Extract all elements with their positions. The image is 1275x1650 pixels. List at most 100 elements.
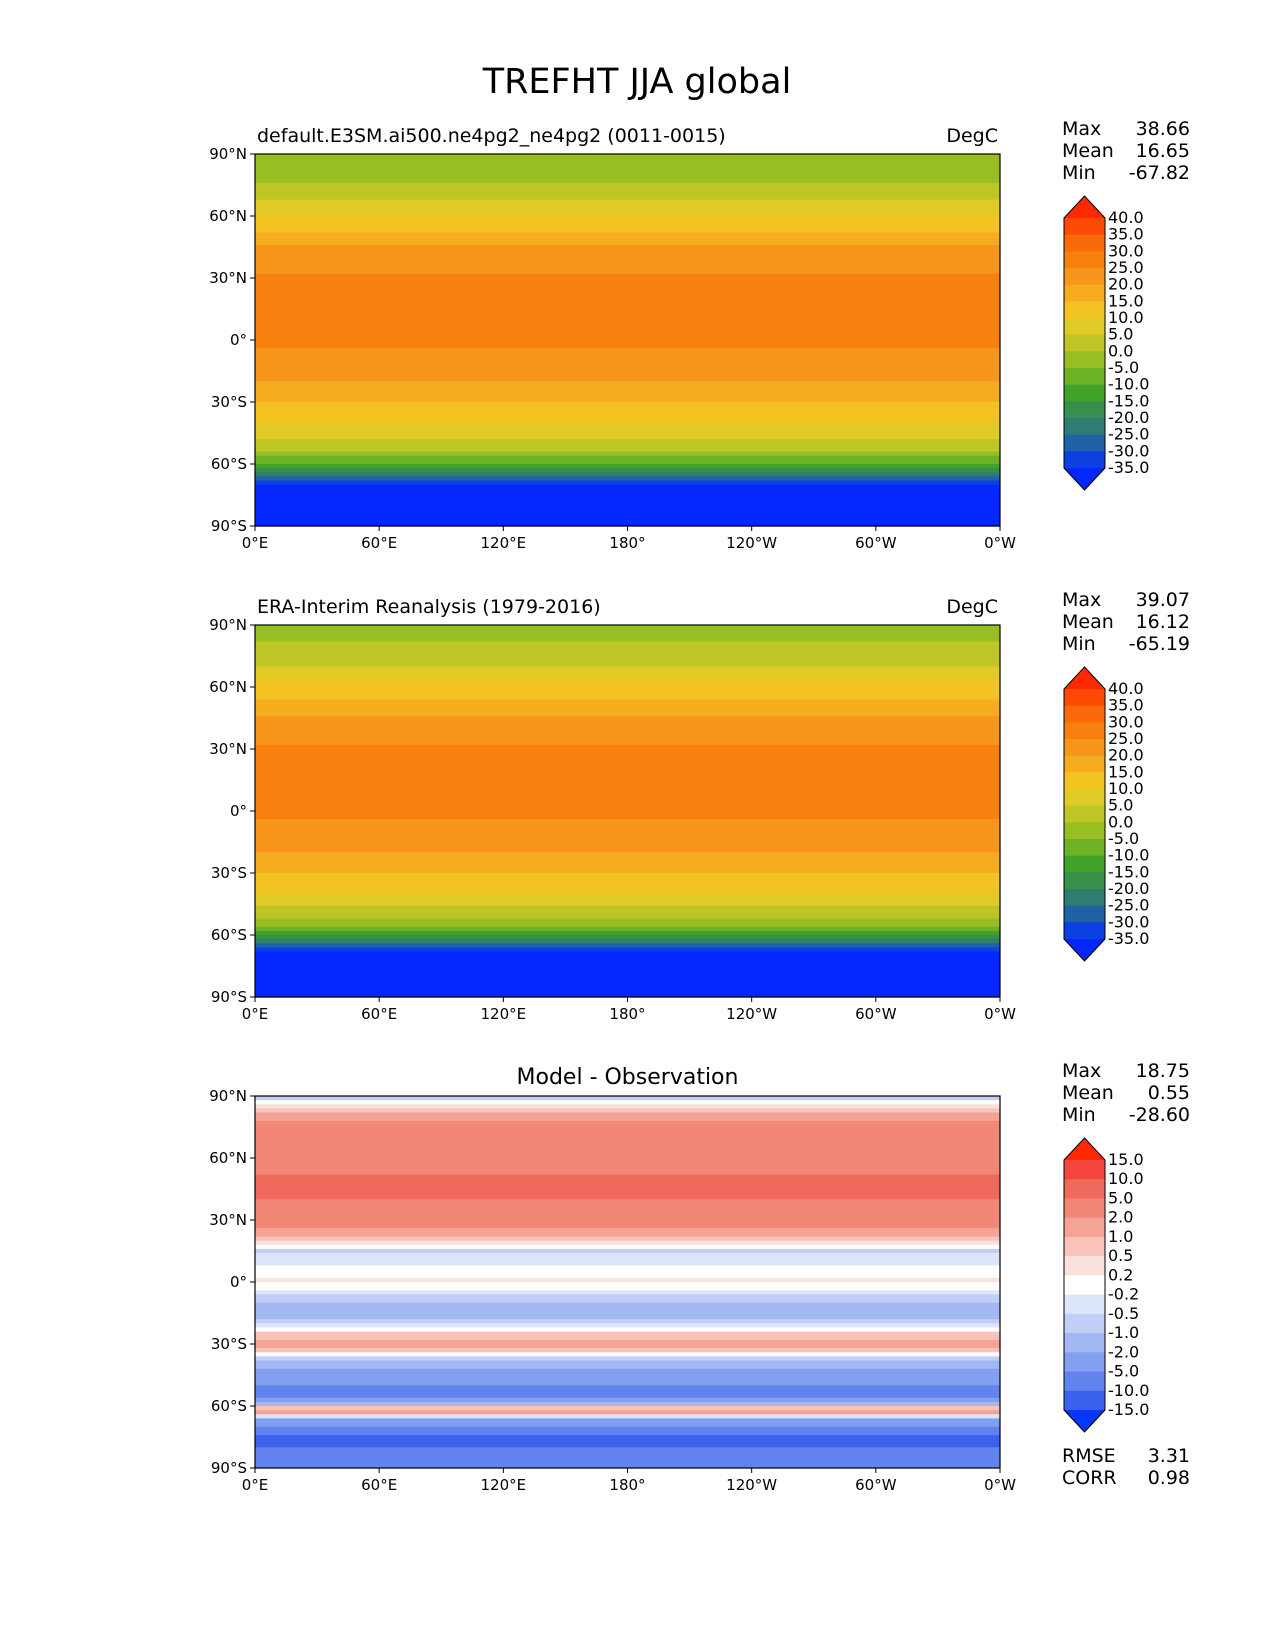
colorbar-segment bbox=[1064, 772, 1105, 790]
colorbar-tick-label: -35.0 bbox=[1108, 929, 1149, 948]
contour-band bbox=[255, 674, 1000, 680]
contour-band bbox=[255, 811, 1000, 816]
contour-band bbox=[255, 1294, 1000, 1300]
contour-band bbox=[255, 492, 1000, 498]
contour-band bbox=[255, 1112, 1000, 1118]
contour-band bbox=[255, 1137, 1000, 1143]
contour-band bbox=[255, 823, 1000, 829]
colorbar-tick-label: 0.2 bbox=[1108, 1265, 1133, 1284]
contour-band bbox=[255, 154, 1000, 159]
contour-band bbox=[255, 988, 1000, 994]
colorbar-tick-label: -5.0 bbox=[1108, 1362, 1139, 1381]
contour-band bbox=[255, 703, 1000, 709]
contour-band bbox=[255, 715, 1000, 721]
x-tick-label: 0°W bbox=[984, 534, 1016, 552]
contour-band bbox=[255, 1248, 1000, 1254]
colorbar-segment bbox=[1064, 722, 1105, 740]
stat-label: Mean bbox=[1062, 1082, 1114, 1104]
contour-band bbox=[255, 505, 1000, 511]
colorbar-segment bbox=[1064, 218, 1105, 236]
colorbar-segment bbox=[1064, 922, 1105, 940]
x-tick-label: 120°W bbox=[726, 534, 777, 552]
contour-band bbox=[255, 1211, 1000, 1217]
contour-band bbox=[255, 1298, 1000, 1304]
colorbar-segment bbox=[1064, 1352, 1105, 1373]
x-tick-label: 120°E bbox=[481, 1005, 527, 1023]
contour-band bbox=[255, 1166, 1000, 1171]
colorbar-tick-label: 0.0 bbox=[1108, 341, 1133, 360]
contour-band bbox=[255, 447, 1000, 453]
contour-band bbox=[255, 839, 1000, 845]
contour-band bbox=[255, 897, 1000, 903]
colorbar-segment bbox=[1064, 755, 1105, 773]
contour-band bbox=[255, 162, 1000, 167]
contour-band bbox=[255, 724, 1000, 729]
contour-band bbox=[255, 939, 1000, 944]
x-tick-label: 0°E bbox=[242, 1005, 269, 1023]
contour-band bbox=[255, 728, 1000, 734]
contour-band bbox=[255, 926, 1000, 932]
contour-band bbox=[255, 1426, 1000, 1432]
colorbar-tick-label: 35.0 bbox=[1108, 696, 1144, 715]
contour-band bbox=[255, 1348, 1000, 1353]
contour-band bbox=[255, 682, 1000, 688]
contour-band bbox=[255, 1372, 1000, 1378]
panel-units: DegC bbox=[946, 596, 998, 618]
contour-band bbox=[255, 360, 1000, 366]
contour-band bbox=[255, 819, 1000, 824]
colorbar-tick-label: 30.0 bbox=[1108, 241, 1144, 260]
stat-value: 16.12 bbox=[1136, 611, 1190, 633]
y-tick-label: 90°S bbox=[211, 517, 247, 535]
contour-band bbox=[255, 691, 1000, 696]
y-tick-label: 60°S bbox=[211, 926, 247, 944]
contour-band bbox=[255, 736, 1000, 742]
contour-band bbox=[255, 418, 1000, 424]
colorbar-segment bbox=[1064, 1333, 1105, 1353]
stat-value: -28.60 bbox=[1129, 1104, 1190, 1126]
contour-band bbox=[255, 1315, 1000, 1320]
contour-band bbox=[255, 1207, 1000, 1213]
colorbar-tick-label: 5.0 bbox=[1108, 325, 1133, 344]
colorbar-segment bbox=[1064, 1313, 1105, 1334]
contour-band bbox=[255, 1228, 1000, 1233]
contour-band bbox=[255, 426, 1000, 432]
contour-band bbox=[255, 257, 1000, 263]
contour-band bbox=[255, 777, 1000, 783]
stat-value: -67.82 bbox=[1129, 162, 1190, 184]
contour-band bbox=[255, 1178, 1000, 1184]
contour-band bbox=[255, 331, 1000, 337]
map-field bbox=[255, 625, 1000, 998]
contour-band bbox=[255, 1286, 1000, 1291]
x-tick-label: 120°E bbox=[481, 534, 527, 552]
contour-band bbox=[255, 848, 1000, 853]
colorbar-outline bbox=[1063, 1137, 1106, 1433]
colorbar-segment bbox=[1064, 1236, 1105, 1257]
colorbar-segment bbox=[1064, 368, 1105, 386]
contour-band bbox=[255, 753, 1000, 758]
colorbar-segment bbox=[1064, 301, 1105, 319]
stat-value: 39.07 bbox=[1136, 589, 1190, 611]
contour-band bbox=[255, 1439, 1000, 1444]
contour-band bbox=[255, 1186, 1000, 1192]
x-tick-label: 180° bbox=[609, 534, 645, 552]
colorbar-extend-min bbox=[1064, 1410, 1105, 1432]
colorbar-tick-label: 10.0 bbox=[1108, 779, 1144, 798]
colorbar-tick-label: -10.0 bbox=[1108, 1381, 1149, 1400]
y-tick-label: 90°N bbox=[209, 1087, 247, 1105]
x-tick-label: 0°E bbox=[242, 534, 269, 552]
contour-band bbox=[255, 1393, 1000, 1399]
contour-band bbox=[255, 228, 1000, 234]
colorbar-segment bbox=[1064, 739, 1105, 757]
contour-band bbox=[255, 488, 1000, 494]
y-tick-label: 30°N bbox=[209, 1211, 247, 1229]
contour-band bbox=[255, 918, 1000, 924]
colorbar-extend-max bbox=[1064, 667, 1105, 689]
colorbar-tick-label: 10.0 bbox=[1108, 1169, 1144, 1188]
contour-band bbox=[255, 889, 1000, 895]
contour-band bbox=[255, 678, 1000, 684]
colorbar-tick-label: -25.0 bbox=[1108, 896, 1149, 915]
contour-band bbox=[255, 261, 1000, 267]
colorbar-segment bbox=[1064, 268, 1105, 286]
x-tick-label: 120°E bbox=[481, 1476, 527, 1494]
contour-band bbox=[255, 658, 1000, 663]
